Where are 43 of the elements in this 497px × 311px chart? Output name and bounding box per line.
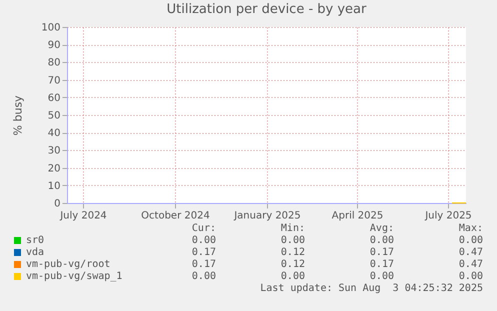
text: 0.17 bbox=[370, 247, 394, 259]
text: 0.00 bbox=[370, 271, 394, 283]
legend-label: sr0 bbox=[26, 235, 44, 247]
text: Max: bbox=[458, 223, 483, 235]
y-tick-label: 0 bbox=[54, 198, 60, 210]
y-tick-label: 40 bbox=[48, 128, 60, 140]
text: 0.17 bbox=[192, 247, 216, 259]
x-tick-label: April 2025 bbox=[332, 210, 384, 222]
text: 0.00 bbox=[192, 235, 216, 247]
chart-title: Utilization per device - by year bbox=[166, 2, 368, 17]
y-axis-title: % busy bbox=[11, 94, 24, 136]
x-tick-label: July 2024 bbox=[59, 210, 107, 222]
x-tick-label: October 2024 bbox=[141, 210, 210, 222]
text: Cur: bbox=[192, 223, 216, 235]
text: 0.47 bbox=[458, 247, 483, 259]
text: 0.47 bbox=[458, 259, 483, 271]
text: Min: bbox=[280, 223, 305, 235]
y-tick-label: 20 bbox=[48, 163, 60, 174]
y-tick-label: 100 bbox=[41, 22, 60, 34]
text: 0.00 bbox=[192, 271, 216, 283]
legend-label: vm-pub-vg/swap_1 bbox=[26, 271, 122, 283]
y-tick-label: 60 bbox=[48, 92, 60, 104]
text: 0.17 bbox=[192, 259, 216, 271]
x-tick-label: January 2025 bbox=[233, 210, 301, 222]
y-tick-label: 70 bbox=[48, 75, 60, 86]
legend-label: vda bbox=[26, 247, 44, 259]
y-tick-label: 10 bbox=[48, 180, 60, 192]
y-tick-label: 30 bbox=[48, 146, 60, 157]
legend-label: vm-pub-vg/root bbox=[26, 259, 110, 271]
y-tick-label: 80 bbox=[48, 58, 60, 69]
text: 0.00 bbox=[280, 235, 305, 247]
y-tick-label: 50 bbox=[48, 110, 60, 122]
text: 0.17 bbox=[370, 259, 394, 271]
x-tick-label: July 2025 bbox=[424, 210, 472, 222]
text: 0.00 bbox=[458, 271, 483, 283]
y-tick-label: 90 bbox=[48, 40, 60, 52]
text: Last update: Sun Aug 3 04:25:32 2025 bbox=[260, 283, 483, 295]
text: 0.00 bbox=[458, 235, 483, 247]
text: Avg: bbox=[370, 223, 394, 235]
text: 0.12 bbox=[280, 247, 305, 259]
text: 0.12 bbox=[280, 259, 305, 271]
text: 0.00 bbox=[370, 235, 394, 247]
text: 0.00 bbox=[280, 271, 305, 283]
